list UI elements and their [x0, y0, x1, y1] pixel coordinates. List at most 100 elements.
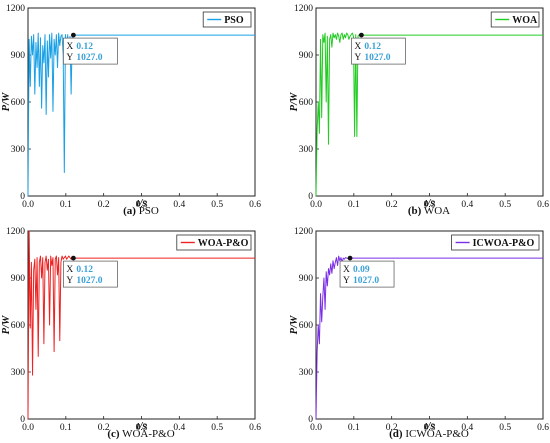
- y-tick-label: 900: [299, 51, 314, 61]
- y-tick-label: 0: [20, 192, 25, 202]
- x-tick-label: 0.5: [211, 200, 223, 210]
- y-tick-label: 1200: [6, 4, 25, 14]
- y-tick-label: 0: [308, 192, 313, 202]
- y-tick-label: 300: [11, 145, 26, 155]
- legend-box: [176, 234, 252, 251]
- caption-name: WOA: [424, 205, 450, 217]
- x-tick-label: 0.1: [60, 423, 72, 433]
- y-tick-label: 600: [11, 321, 26, 331]
- panel-caption: (c) WOA-P&O: [107, 428, 174, 440]
- chart-panel-3: 0.0 0.1 0.2 0.3 0.4 0.5 0.6 0 300 600 900 1200 t/s P/…: [1, 227, 261, 440]
- y-tick-label: 0: [20, 415, 25, 425]
- y-tick-label: 900: [299, 274, 314, 284]
- caption-name: PSO: [139, 205, 159, 217]
- x-tick-label: 0.6: [537, 200, 549, 210]
- plot-frame: [27, 230, 256, 420]
- y-tick-label: 300: [11, 368, 26, 378]
- y-tick-label: 900: [11, 274, 26, 284]
- legend-box: [202, 11, 252, 28]
- annotation-y-value: 1027.0: [353, 276, 379, 286]
- y-axis-label: P/W: [1, 92, 12, 111]
- legend-box: [451, 234, 540, 251]
- annotation-y-label: Y: [354, 53, 361, 63]
- x-tick-label: 0.0: [310, 200, 322, 210]
- x-tick-label: 0.4: [173, 200, 185, 210]
- annotation-y-value: 1027.0: [76, 53, 102, 63]
- x-tick-label: 0.0: [22, 423, 34, 433]
- x-tick-label: 0.4: [173, 423, 185, 433]
- y-tick-label: 900: [11, 51, 26, 61]
- caption-tag: (c): [107, 428, 120, 440]
- annotation-x-value: 0.12: [76, 265, 93, 275]
- x-tick-label: 0.3: [424, 200, 436, 210]
- annotation-box: [350, 37, 406, 65]
- y-tick-label: 1200: [294, 4, 313, 14]
- x-tick-label: 0.5: [499, 423, 511, 433]
- x-tick-label: 0.2: [386, 423, 398, 433]
- legend-box: [490, 11, 540, 28]
- x-tick-label: 0.1: [60, 200, 72, 210]
- annotation-x-value: 0.12: [76, 42, 93, 52]
- caption-name: ICWOA-P&O: [405, 428, 469, 440]
- x-tick-label: 0.3: [424, 423, 436, 433]
- annotation-box: [63, 37, 118, 65]
- annotation-y-value: 1027.0: [364, 53, 390, 63]
- x-axis-label: t/s: [137, 198, 147, 209]
- chart-panel-1: 0.0 0.1 0.2 0.3 0.4 0.5 0.6 0 300 600 900 1200 t/s P/…: [1, 4, 261, 217]
- legend-label: PSO: [224, 15, 244, 26]
- annotation-y-label: Y: [66, 53, 73, 63]
- x-tick-label: 0.2: [98, 423, 110, 433]
- x-axis-label: t/s: [425, 421, 435, 432]
- series-line: [27, 32, 255, 197]
- y-tick-label: 1200: [294, 227, 313, 237]
- data-point-marker: [71, 32, 76, 38]
- y-axis-label: P/W: [289, 92, 300, 111]
- y-axis-label: P/W: [289, 315, 300, 334]
- annotation-y-label: Y: [66, 276, 73, 286]
- x-tick-label: 0.3: [136, 423, 148, 433]
- x-tick-label: 0.4: [461, 423, 473, 433]
- legend-label: WOA: [512, 15, 538, 26]
- data-point-marker: [347, 255, 353, 261]
- annotation-x-label: X: [343, 265, 350, 275]
- x-tick-label: 0.5: [211, 423, 223, 433]
- x-tick-label: 0.4: [461, 200, 473, 210]
- annotation-x-label: X: [66, 42, 73, 52]
- x-tick-label: 0.6: [537, 423, 549, 433]
- x-axis-label: t/s: [425, 198, 435, 209]
- series-line: [27, 230, 255, 420]
- y-tick-label: 600: [299, 98, 314, 108]
- y-tick-label: 1200: [6, 227, 25, 237]
- panel-caption: (d) ICWOA-P&O: [389, 428, 469, 440]
- annotation-x-label: X: [66, 265, 73, 275]
- y-tick-label: 0: [308, 415, 313, 425]
- x-tick-label: 0.6: [249, 200, 261, 210]
- annotation-box: [63, 260, 118, 288]
- series-line: [315, 255, 543, 420]
- x-tick-label: 0.0: [22, 200, 34, 210]
- data-point-marker: [71, 255, 76, 261]
- legend-label: ICWOA-P&O: [473, 238, 535, 249]
- annotation-x-label: X: [354, 42, 361, 52]
- x-tick-label: 0.1: [348, 200, 360, 210]
- y-tick-label: 300: [299, 145, 314, 155]
- caption-name: WOA-P&O: [122, 428, 175, 440]
- x-tick-label: 0.0: [310, 423, 322, 433]
- x-tick-label: 0.2: [98, 200, 110, 210]
- x-tick-label: 0.5: [499, 200, 511, 210]
- y-tick-label: 600: [11, 98, 26, 108]
- caption-tag: (a): [123, 205, 136, 217]
- annotation-y-label: Y: [343, 276, 350, 286]
- y-axis-label: P/W: [1, 315, 12, 334]
- x-tick-label: 0.2: [386, 200, 398, 210]
- panel-caption: (a) PSO: [123, 205, 159, 217]
- x-tick-label: 0.3: [136, 200, 148, 210]
- data-point-marker: [359, 32, 364, 38]
- caption-tag: (b): [408, 205, 422, 217]
- x-tick-label: 0.6: [249, 423, 261, 433]
- annotation-y-value: 1027.0: [76, 276, 102, 286]
- panel-caption: (b) WOA: [408, 205, 450, 217]
- chart-panel-4: 0.0 0.1 0.2 0.3 0.4 0.5 0.6 0 300 600 900 1200 t/s P/…: [289, 227, 549, 440]
- x-tick-label: 0.1: [348, 423, 360, 433]
- annotation-x-value: 0.12: [364, 42, 381, 52]
